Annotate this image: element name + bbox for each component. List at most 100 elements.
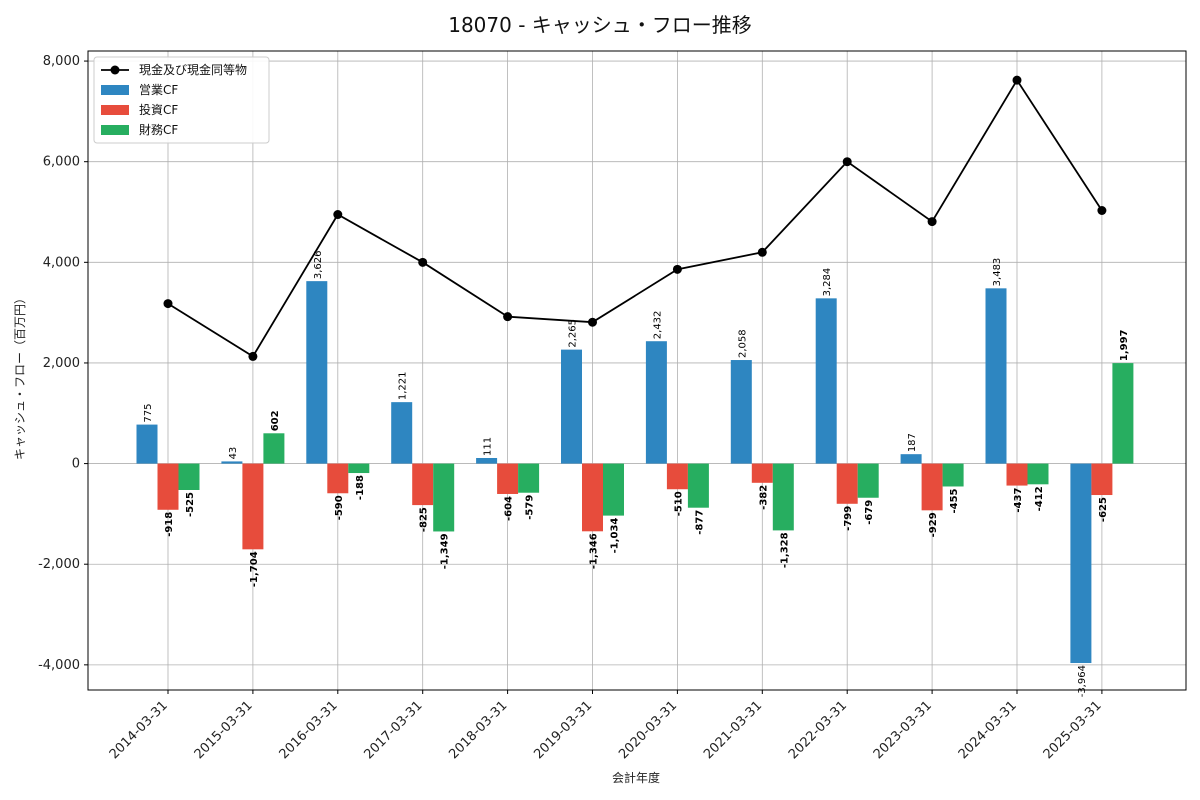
- bar: [603, 463, 624, 516]
- bar: [730, 360, 752, 464]
- data-label: -625: [1098, 497, 1109, 522]
- data-label: -590: [334, 495, 345, 520]
- y-axis-label: キャッシュ・フロー（百万円）: [13, 292, 27, 460]
- cash-point: [757, 247, 767, 257]
- data-label: -1,346: [589, 533, 600, 569]
- bar: [433, 463, 455, 532]
- bar: [1112, 363, 1134, 464]
- data-label: -579: [525, 495, 536, 520]
- bar: [1006, 463, 1028, 486]
- data-label: -382: [758, 485, 769, 510]
- y-tick-label: -4,000: [38, 658, 80, 673]
- x-tick-label: 2018-03-31: [446, 698, 510, 762]
- bar: [348, 463, 370, 474]
- legend-swatch: [101, 85, 129, 95]
- bar: [518, 463, 540, 493]
- legend-label: 財務CF: [139, 122, 178, 137]
- bar: [178, 463, 200, 490]
- line-series: [163, 75, 1107, 361]
- x-tick-label: 2023-03-31: [871, 698, 935, 762]
- cash-point: [418, 257, 428, 267]
- bar: [221, 461, 243, 464]
- y-tick-label: 2,000: [43, 356, 80, 371]
- bar: [985, 288, 1007, 464]
- data-label: -3,964: [1077, 665, 1088, 697]
- data-label: 775: [143, 403, 154, 422]
- data-label: -412: [1034, 486, 1045, 511]
- cash-point: [333, 210, 343, 220]
- x-tick-label: 2021-03-31: [701, 698, 765, 762]
- y-tick-label: 6,000: [43, 155, 80, 170]
- data-label: -510: [673, 491, 684, 516]
- chart-title: 18070 - キャッシュ・フロー推移: [448, 13, 752, 37]
- bar: [942, 463, 964, 487]
- cash-point: [842, 157, 852, 167]
- data-label: -525: [185, 492, 196, 517]
- data-label: -679: [864, 500, 875, 525]
- legend-swatch: [101, 105, 129, 115]
- data-label: 111: [483, 437, 494, 456]
- grid-lines: [88, 51, 1186, 690]
- y-tick-label: 0: [72, 457, 80, 472]
- data-label: -437: [1013, 488, 1024, 513]
- bar: [412, 463, 434, 506]
- data-labels: 775 43 3,626 1,221 111 2,265 2,432 2,058 3,284 18…: [143, 251, 1130, 698]
- bar: [900, 454, 922, 464]
- data-label: 43: [228, 447, 239, 460]
- cash-point: [1012, 75, 1022, 85]
- cash-line: [167, 78, 1103, 358]
- cash-point: [1097, 205, 1107, 215]
- bar: [476, 457, 498, 464]
- bar-series: [136, 281, 1134, 664]
- bar: [497, 463, 519, 494]
- y-tick-label: -2,000: [38, 557, 80, 572]
- bar: [136, 424, 158, 464]
- legend-label: 投資CF: [139, 102, 178, 117]
- data-label: -877: [694, 510, 705, 535]
- bar: [327, 463, 349, 494]
- data-label: 2,432: [652, 311, 663, 340]
- data-label: -799: [843, 506, 854, 531]
- x-tick-label: 2019-03-31: [531, 698, 595, 762]
- bar: [1091, 463, 1113, 496]
- data-label: -1,349: [440, 533, 451, 569]
- bar: [561, 349, 582, 464]
- cash-point: [503, 312, 513, 322]
- bar: [582, 463, 603, 532]
- x-axis-ticks: 2014-03-31 2015-03-31 2016-03-31 2017-03-31…: [107, 690, 1105, 762]
- data-label: 602: [270, 410, 281, 431]
- x-tick-label: 2022-03-31: [786, 698, 850, 762]
- bar: [772, 463, 794, 531]
- bar: [1027, 463, 1049, 485]
- legend-label: 現金及び現金同等物: [139, 62, 247, 77]
- cash-point: [248, 351, 258, 361]
- x-axis-label: 会計年度: [612, 770, 660, 785]
- cash-point: [163, 299, 173, 309]
- data-label: -1,034: [610, 518, 621, 554]
- y-axis-ticks: -4,000 -2,000 0 2,000 4,000 6,000 8,000: [38, 54, 88, 673]
- cash-point: [672, 264, 682, 274]
- data-label: 1,997: [1119, 329, 1130, 361]
- legend-swatch: [101, 125, 129, 135]
- bar: [687, 463, 709, 508]
- x-tick-label: 2014-03-31: [107, 698, 171, 762]
- bar: [857, 463, 879, 498]
- legend-box: [93, 56, 270, 144]
- data-label: -1,704: [249, 551, 260, 587]
- x-tick-label: 2025-03-31: [1041, 698, 1105, 762]
- data-label: 187: [907, 433, 918, 452]
- bar: [921, 463, 943, 511]
- bar: [306, 281, 328, 464]
- data-label: -825: [419, 507, 430, 532]
- x-tick-label: 2017-03-31: [361, 698, 425, 762]
- bar: [391, 402, 413, 464]
- legend-label: 営業CF: [139, 83, 178, 97]
- data-label: -604: [504, 496, 515, 521]
- data-label: 2,058: [737, 329, 748, 358]
- x-tick-label: 2020-03-31: [616, 698, 680, 762]
- data-label: -1,328: [779, 532, 790, 568]
- bar: [242, 463, 264, 550]
- bar: [1070, 463, 1092, 664]
- y-tick-label: 4,000: [43, 255, 80, 270]
- bar: [815, 298, 837, 464]
